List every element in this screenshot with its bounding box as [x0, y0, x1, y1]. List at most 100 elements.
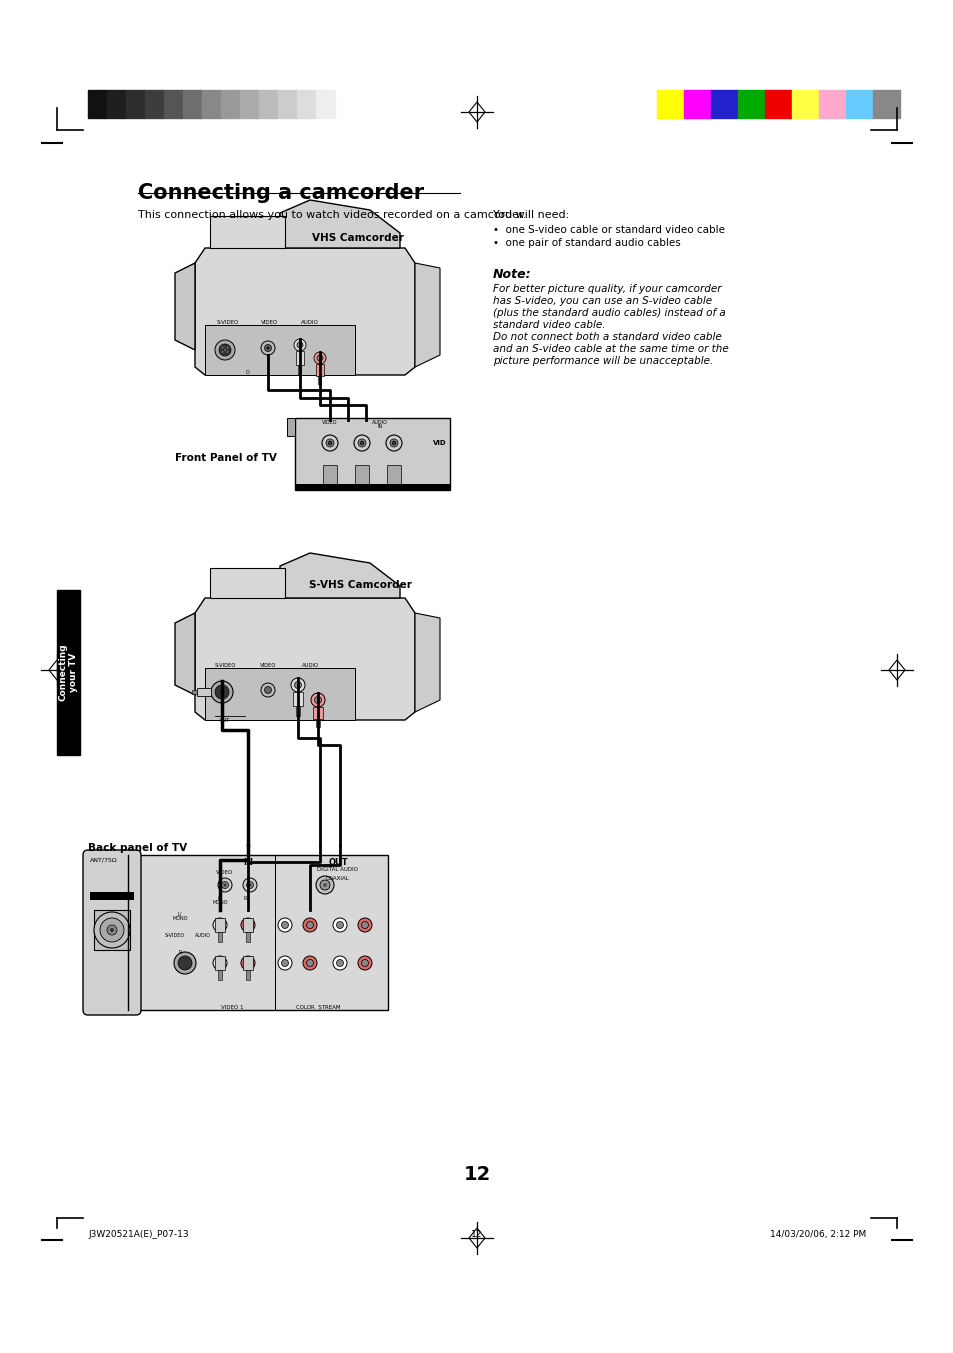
Circle shape [221, 346, 223, 348]
Text: IN: IN [243, 858, 253, 867]
Bar [315, 718, 319, 727]
Text: 12: 12 [471, 1230, 482, 1239]
Text: Back panel of TV: Back panel of TV [88, 843, 187, 852]
Bar [313, 708, 323, 718]
Bar [298, 365, 301, 373]
Text: Note:: Note: [493, 268, 531, 281]
Bar [221, 91, 240, 118]
Bar [295, 706, 299, 716]
Circle shape [213, 957, 227, 970]
Text: S-VIDEO: S-VIDEO [216, 321, 239, 325]
Circle shape [306, 921, 314, 928]
Bar [387, 465, 400, 484]
Bar [145, 91, 164, 118]
Circle shape [315, 875, 334, 894]
Circle shape [246, 882, 253, 889]
Circle shape [214, 340, 234, 360]
Bar [94, 911, 130, 950]
Circle shape [316, 354, 323, 361]
Polygon shape [210, 216, 285, 248]
Bar [196, 687, 211, 695]
Text: 14/03/20/06, 2:12 PM: 14/03/20/06, 2:12 PM [769, 1230, 865, 1239]
Circle shape [314, 697, 321, 704]
Circle shape [306, 959, 314, 966]
Text: Connecting
your TV: Connecting your TV [59, 644, 78, 701]
Bar [246, 970, 250, 980]
Polygon shape [174, 613, 194, 695]
Text: AUDIO: AUDIO [301, 663, 318, 668]
Bar [88, 91, 107, 118]
Bar [243, 917, 253, 932]
Circle shape [264, 345, 272, 352]
Text: ANT/75Ω: ANT/75Ω [90, 858, 117, 863]
Bar [287, 418, 294, 436]
Text: VID: VID [433, 440, 446, 446]
Text: 12: 12 [463, 1165, 490, 1184]
Text: AUDIO: AUDIO [372, 419, 388, 425]
Polygon shape [415, 613, 439, 712]
Text: J3W20521A(E)_P07-13: J3W20521A(E)_P07-13 [88, 1230, 189, 1239]
Circle shape [354, 436, 370, 451]
Text: OUT: OUT [328, 858, 348, 867]
Bar [295, 350, 304, 365]
Text: has S-video, you can use an S-video cable: has S-video, you can use an S-video cabl… [493, 296, 711, 306]
Circle shape [94, 912, 130, 948]
Circle shape [323, 884, 327, 888]
Text: VIDEO: VIDEO [322, 419, 337, 425]
Text: L/: L/ [177, 912, 182, 917]
Bar [90, 892, 133, 900]
Circle shape [296, 342, 303, 348]
Bar [246, 932, 250, 942]
Text: VIDEO 1: VIDEO 1 [220, 1005, 243, 1009]
Text: Do not connect both a standard video cable: Do not connect both a standard video cab… [493, 331, 721, 342]
Circle shape [336, 959, 343, 966]
Polygon shape [174, 262, 194, 350]
Bar [57, 590, 80, 755]
Bar [296, 91, 315, 118]
Circle shape [173, 953, 195, 974]
Circle shape [211, 681, 233, 704]
Polygon shape [210, 568, 285, 598]
Text: MONO: MONO [212, 900, 228, 905]
Bar [872, 91, 899, 118]
Bar [791, 91, 818, 118]
Circle shape [294, 340, 306, 350]
Text: Front Panel of TV: Front Panel of TV [174, 453, 276, 463]
Text: •  one S-video cable or standard video cable: • one S-video cable or standard video ca… [493, 225, 724, 235]
Bar [107, 91, 126, 118]
Text: S-VHS Camcorder: S-VHS Camcorder [308, 580, 411, 590]
Text: (plus the standard audio cables) instead of a: (plus the standard audio cables) instead… [493, 308, 725, 318]
Circle shape [294, 682, 301, 689]
Circle shape [221, 352, 223, 353]
Circle shape [100, 917, 124, 942]
Circle shape [243, 878, 256, 892]
Circle shape [303, 917, 316, 932]
Text: This connection allows you to watch videos recorded on a camcorder.: This connection allows you to watch vide… [138, 210, 526, 221]
Text: VIDEO: VIDEO [216, 870, 233, 875]
Bar [192, 690, 196, 694]
Circle shape [178, 957, 192, 970]
Circle shape [241, 957, 254, 970]
Circle shape [333, 917, 347, 932]
Polygon shape [415, 262, 439, 367]
Circle shape [359, 441, 364, 445]
Circle shape [322, 436, 337, 451]
Text: picture performance will be unacceptable.: picture performance will be unacceptable… [493, 356, 713, 367]
Circle shape [277, 957, 292, 970]
Polygon shape [280, 200, 399, 248]
Bar [683, 91, 710, 118]
Text: and an S-video cable at the same time or the: and an S-video cable at the same time or… [493, 344, 728, 354]
Circle shape [303, 957, 316, 970]
Circle shape [218, 878, 232, 892]
Circle shape [224, 349, 226, 350]
Circle shape [357, 917, 372, 932]
Circle shape [244, 921, 252, 928]
Bar [126, 91, 145, 118]
Circle shape [261, 683, 274, 697]
Circle shape [281, 959, 288, 966]
Bar [240, 91, 258, 118]
Bar [218, 932, 222, 942]
Text: AUDIO: AUDIO [194, 934, 211, 938]
Bar [318, 376, 321, 384]
Bar [657, 91, 683, 118]
